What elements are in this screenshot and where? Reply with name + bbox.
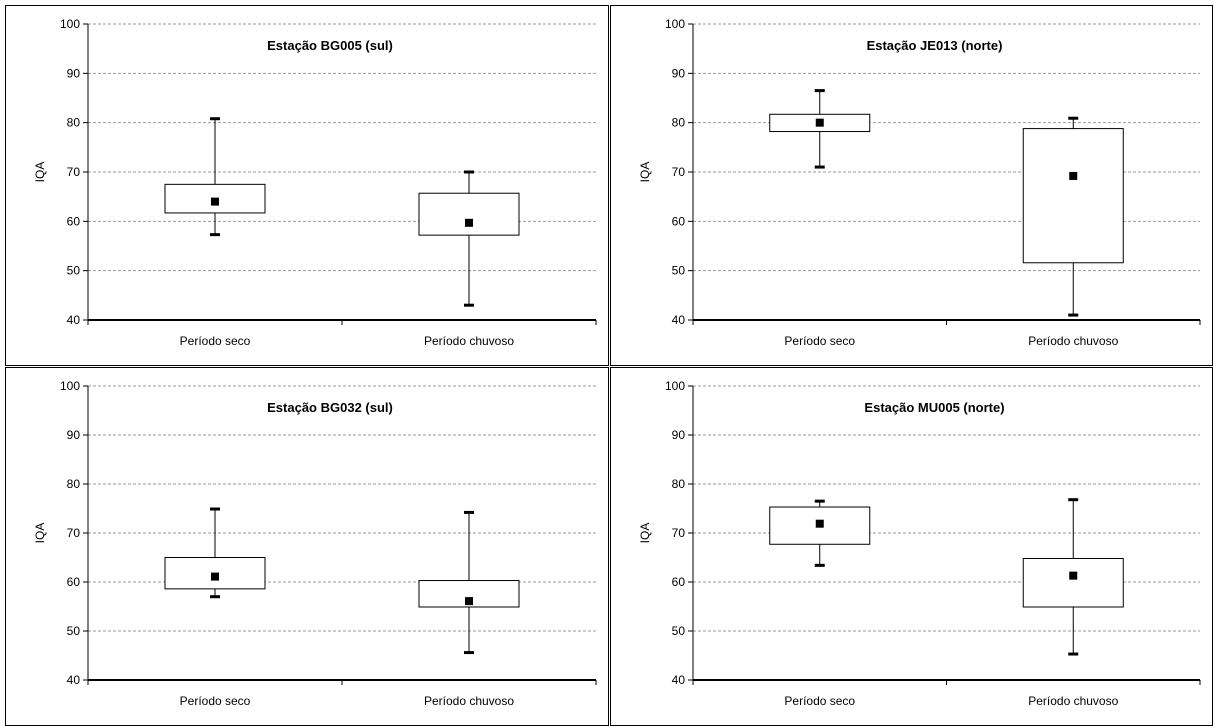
x-category-label: Período chuvoso <box>424 694 514 708</box>
y-tick-label: 60 <box>67 214 81 228</box>
box-iqr <box>1022 128 1124 264</box>
mean-marker <box>465 597 473 606</box>
chart-svg: 40 50 60 70 80 90 100 IQA Período seco Período ch… <box>638 17 1201 348</box>
mean-marker <box>1069 571 1078 580</box>
y-tick-label: 50 <box>672 264 686 278</box>
chart-panel-mu005: 40 50 60 70 80 90 100 IQA Período seco Período ch… <box>610 367 1213 726</box>
box-iqr <box>1022 557 1124 608</box>
chart-title: Estação BG005 (sul) <box>267 38 393 53</box>
mean-marker <box>211 572 219 581</box>
y-tick-label: 80 <box>67 116 81 130</box>
x-category-label: Período seco <box>784 334 855 348</box>
y-tick-label: 80 <box>672 116 686 130</box>
y-tick-label: 60 <box>672 214 686 228</box>
chart-title: Estação BG032 (sul) <box>267 400 393 415</box>
y-axis-label: IQA <box>638 523 652 544</box>
y-tick-label: 100 <box>665 379 685 393</box>
y-tick-label: 70 <box>67 165 81 179</box>
x-category-label: Período seco <box>180 334 251 348</box>
mean-marker <box>815 519 824 528</box>
y-tick-label: 40 <box>672 673 686 687</box>
chart-panel-bg032: 40 50 60 70 80 90 100 IQA Período seco Período ch… <box>5 367 609 726</box>
chart-title: Estação JE013 (norte) <box>867 38 1003 53</box>
chart-panel-je013: 40 50 60 70 80 90 100 IQA Período seco Período ch… <box>610 5 1213 366</box>
y-tick-label: 100 <box>60 17 80 31</box>
y-tick-label: 70 <box>672 526 686 540</box>
x-category-label: Período chuvoso <box>424 334 514 348</box>
mean-marker <box>1069 171 1078 180</box>
y-axis-label: IQA <box>33 162 47 183</box>
y-tick-label: 70 <box>672 165 686 179</box>
y-tick-label: 40 <box>67 673 81 687</box>
y-tick-label: 60 <box>672 575 686 589</box>
y-tick-label: 90 <box>672 428 686 442</box>
chart-title: Estação MU005 (norte) <box>864 400 1004 415</box>
y-tick-label: 50 <box>67 264 81 278</box>
x-category-label: Período chuvoso <box>1028 334 1118 348</box>
y-tick-label: 100 <box>665 17 685 31</box>
chart-svg: 40 50 60 70 80 90 100 IQA Período seco Período ch… <box>33 17 597 348</box>
x-category-label: Período seco <box>180 694 251 708</box>
y-tick-label: 90 <box>67 428 81 442</box>
y-tick-label: 40 <box>672 313 686 327</box>
y-axis-label: IQA <box>33 523 47 544</box>
chart-panel-bg005: 40 50 60 70 80 90 100 IQA Período seco Período ch… <box>5 5 609 366</box>
y-tick-label: 70 <box>67 526 81 540</box>
x-category-label: Período seco <box>784 694 855 708</box>
mean-marker <box>815 118 824 127</box>
y-tick-label: 80 <box>67 477 81 491</box>
y-tick-label: 90 <box>672 66 686 80</box>
y-tick-label: 50 <box>672 624 686 638</box>
chart-svg: 40 50 60 70 80 90 100 IQA Período seco Período ch… <box>33 379 597 708</box>
mean-marker <box>211 197 219 206</box>
y-tick-label: 40 <box>67 313 81 327</box>
y-axis-label: IQA <box>638 162 652 183</box>
chart-svg: 40 50 60 70 80 90 100 IQA Período seco Período ch… <box>638 379 1201 708</box>
y-tick-label: 60 <box>67 575 81 589</box>
y-tick-label: 90 <box>67 66 81 80</box>
mean-marker <box>465 218 473 227</box>
y-tick-label: 50 <box>67 624 81 638</box>
y-tick-label: 100 <box>60 379 80 393</box>
x-category-label: Período chuvoso <box>1028 694 1118 708</box>
box-iqr <box>418 192 520 236</box>
y-tick-label: 80 <box>672 477 686 491</box>
